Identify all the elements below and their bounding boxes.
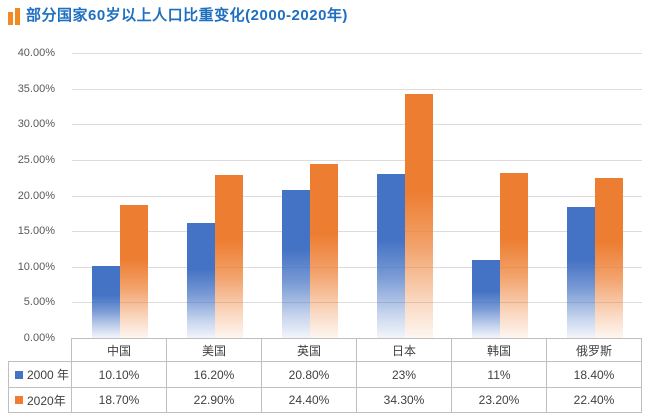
gridline (72, 266, 642, 268)
legend-label-series0: 2000 年 (27, 368, 70, 382)
gridline (72, 53, 642, 54)
bar-series0-cat2 (281, 189, 310, 338)
gridline (72, 195, 642, 197)
value-cell-series1-cat4: 23.20% (452, 388, 547, 413)
value-cell-series0-cat4: 11% (452, 362, 547, 388)
bar-series0-cat0 (91, 266, 120, 338)
y-tick-label: 0.00% (23, 332, 55, 344)
bar-series1-cat0 (119, 204, 148, 338)
gridline (72, 231, 642, 233)
bar-series0-cat5 (566, 206, 595, 338)
value-cell-series1-cat5: 22.40% (547, 388, 642, 413)
bar-series0-cat4 (471, 259, 500, 338)
bar-series0-cat1 (186, 222, 215, 338)
bar-series1-cat1 (214, 174, 243, 338)
category-cell: 英国 (262, 338, 357, 362)
category-cell: 中国 (72, 338, 167, 362)
bar-chart-icon (8, 8, 20, 25)
chart-header: 部分国家60岁以上人口比重变化(2000-2020年) (8, 7, 348, 25)
bar-series1-cat2 (309, 164, 338, 338)
y-tick-label: 5.00% (23, 296, 55, 309)
chart-title: 部分国家60岁以上人口比重变化(2000-2020年) (26, 7, 348, 24)
y-tick-label: 40.00% (17, 47, 55, 59)
gridline (72, 159, 642, 161)
gridline (72, 88, 642, 90)
plot-area (72, 53, 642, 338)
bar-series0-cat3 (376, 174, 405, 338)
legend-corner-cell (8, 338, 72, 362)
legend-cell-series0: 2000 年 (8, 362, 72, 388)
category-cell: 俄罗斯 (547, 338, 642, 362)
value-cell-series0-cat1: 16.20% (167, 362, 262, 388)
data-table: 中国 美国 英国 日本 韩国 俄罗斯 2000 年 10.10% 16.20% 20.80% 23%… (8, 338, 642, 413)
y-tick-label: 25.00% (17, 153, 55, 166)
legend-swatch-series1 (15, 396, 23, 404)
y-tick-label: 20.00% (17, 189, 55, 202)
y-tick-label: 10.00% (17, 260, 55, 273)
y-axis-labels: 0.00% 5.00% 10.00% 15.00% 20.00% 25.00% 30.00%… (0, 0, 62, 414)
category-cell: 日本 (357, 338, 452, 362)
y-tick-label: 15.00% (17, 225, 55, 238)
value-cell-series0-cat5: 18.40% (547, 362, 642, 388)
legend-cell-series1: 2020年 (8, 388, 72, 413)
bar-series1-cat3 (404, 93, 433, 338)
value-cell-series0-cat0: 10.10% (72, 362, 167, 388)
category-cell: 美国 (167, 338, 262, 362)
value-cell-series1-cat0: 18.70% (72, 388, 167, 413)
gridline (72, 124, 642, 126)
value-cell-series1-cat1: 22.90% (167, 388, 262, 413)
bar-series1-cat5 (594, 178, 623, 338)
category-cell: 韩国 (452, 338, 547, 362)
value-cell-series1-cat3: 34.30% (357, 388, 452, 413)
legend-swatch-series0 (15, 370, 23, 379)
y-tick-label: 30.00% (17, 118, 55, 131)
value-cell-series1-cat2: 24.40% (262, 388, 357, 413)
value-cell-series0-cat2: 20.80% (262, 362, 357, 388)
y-tick-label: 35.00% (17, 82, 55, 95)
bar-series1-cat4 (499, 172, 528, 338)
gridline (72, 302, 642, 304)
legend-label-series1: 2020年 (27, 393, 66, 408)
value-cell-series0-cat3: 23% (357, 362, 452, 388)
